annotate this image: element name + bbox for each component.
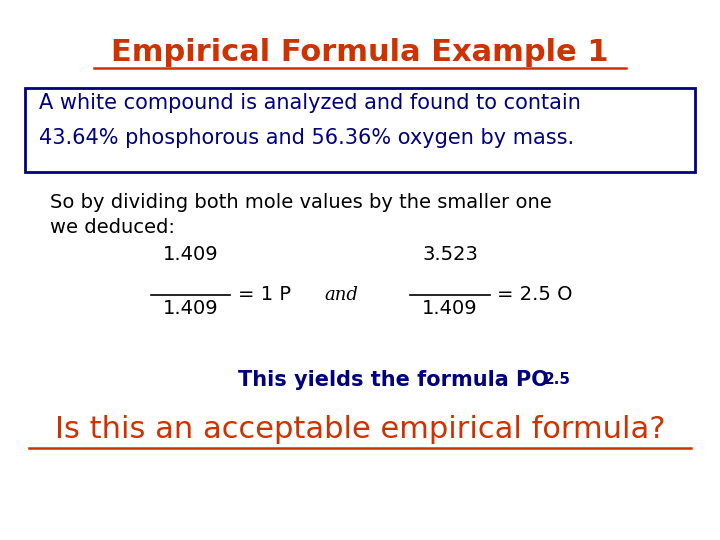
Text: 43.64% phosphorous and 56.36% oxygen by mass.: 43.64% phosphorous and 56.36% oxygen by …	[40, 129, 575, 148]
Text: 1.409: 1.409	[163, 245, 219, 264]
Text: 1.409: 1.409	[422, 299, 478, 318]
Text: and: and	[324, 286, 358, 304]
Text: Empirical Formula Example 1: Empirical Formula Example 1	[111, 38, 609, 67]
Text: A white compound is analyzed and found to contain: A white compound is analyzed and found t…	[40, 93, 581, 113]
Text: 1.409: 1.409	[163, 299, 219, 318]
Text: This yields the formula PO: This yields the formula PO	[238, 370, 549, 390]
Text: Is this an acceptable empirical formula?: Is this an acceptable empirical formula?	[55, 415, 665, 444]
Text: = 2.5 O: = 2.5 O	[497, 286, 572, 305]
Text: we deduced:: we deduced:	[50, 218, 175, 237]
Text: So by dividing both mole values by the smaller one: So by dividing both mole values by the s…	[50, 193, 552, 212]
Text: 2.5: 2.5	[544, 372, 571, 387]
Bar	[25, 88, 695, 172]
Text: 3.523: 3.523	[422, 245, 478, 264]
Text: = 1 P: = 1 P	[238, 286, 291, 305]
